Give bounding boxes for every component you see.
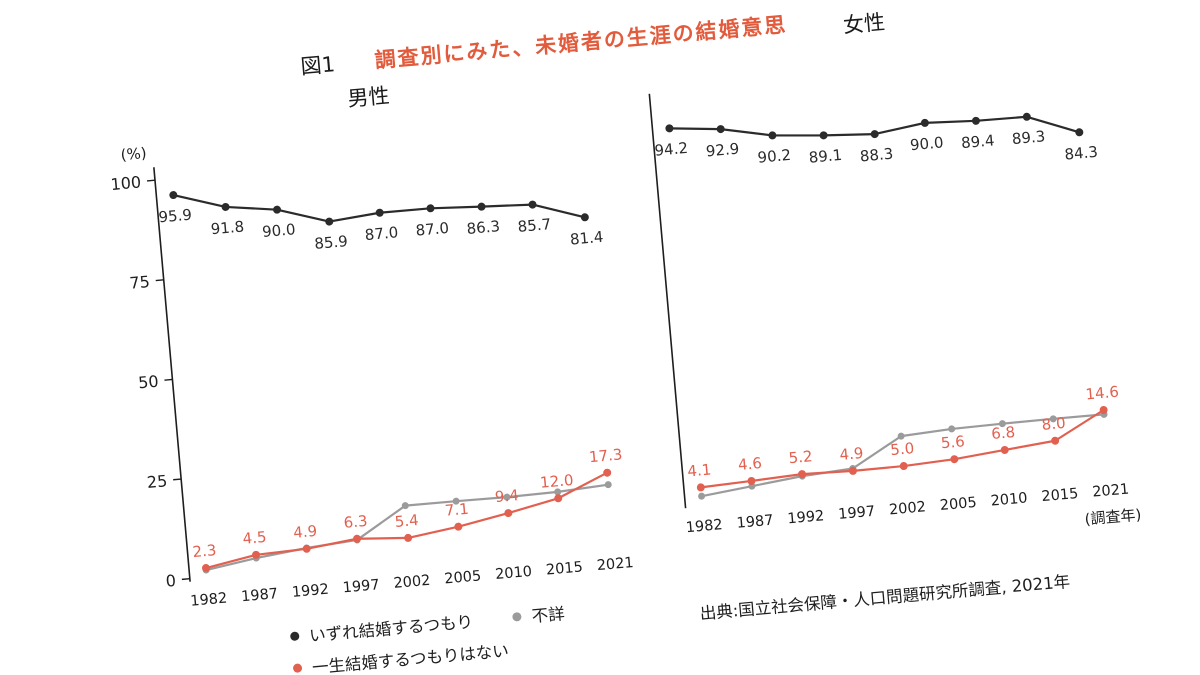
- svg-text:17.3: 17.3: [588, 445, 623, 466]
- svg-text:25: 25: [146, 471, 168, 492]
- svg-text:6.3: 6.3: [343, 512, 368, 532]
- svg-text:87.0: 87.0: [415, 219, 450, 240]
- legend-dot-gray-icon: [512, 611, 523, 622]
- svg-text:4.9: 4.9: [293, 522, 318, 542]
- svg-text:100: 100: [110, 172, 142, 194]
- svg-text:85.7: 85.7: [517, 215, 552, 236]
- svg-text:90.2: 90.2: [757, 146, 792, 167]
- svg-text:5.6: 5.6: [940, 432, 965, 452]
- svg-text:1992: 1992: [291, 582, 329, 601]
- svg-text:88.3: 88.3: [859, 145, 894, 166]
- svg-text:2010: 2010: [495, 564, 533, 583]
- svg-text:89.3: 89.3: [1011, 127, 1046, 148]
- svg-text:5.4: 5.4: [394, 511, 419, 531]
- legend-dot-red-icon: [292, 662, 303, 673]
- svg-text:7.1: 7.1: [444, 500, 469, 520]
- men-line-chart: 100 75 50 25 0 (%) 1982 1987 1992 1997 2002 2005 201…: [110, 144, 634, 610]
- svg-text:8.0: 8.0: [1041, 414, 1066, 434]
- svg-text:89.4: 89.4: [960, 131, 995, 152]
- svg-text:2021: 2021: [596, 555, 634, 574]
- svg-text:1997: 1997: [342, 577, 380, 596]
- svg-text:5.0: 5.0: [890, 439, 915, 459]
- figure-number: 図1: [299, 52, 336, 80]
- svg-text:90.0: 90.0: [261, 220, 296, 241]
- svg-text:1987: 1987: [736, 513, 774, 532]
- svg-text:(調査年): (調査年): [1084, 506, 1142, 529]
- svg-text:(%): (%): [120, 144, 147, 164]
- svg-text:1987: 1987: [241, 586, 279, 605]
- svg-text:1982: 1982: [190, 591, 228, 610]
- svg-text:1997: 1997: [838, 504, 876, 523]
- svg-text:84.3: 84.3: [1064, 143, 1099, 164]
- svg-text:5.2: 5.2: [788, 447, 813, 467]
- svg-text:90.0: 90.0: [909, 133, 944, 154]
- svg-text:94.2: 94.2: [654, 139, 689, 160]
- chart-panel-women: 女性 1982 1987 1992 1997 2002 2005 2010 2015 2021(…: [599, 0, 1147, 608]
- tilted-figure: 図1 調査別にみた、未婚者の生涯の結婚意思 男性 100 75 50 25 0 (%) 19…: [4, 0, 1196, 675]
- chart-panel-men: 男性 100 75 50 25 0 (%) 1982 1987 1992 1997 2002 2005…: [103, 62, 651, 675]
- svg-text:86.3: 86.3: [466, 217, 501, 238]
- legend-item-unknown: 不詳: [512, 600, 566, 628]
- svg-text:85.9: 85.9: [314, 232, 349, 253]
- legend-label-unknown: 不詳: [530, 604, 566, 626]
- women-line-chart: 1982 1987 1992 1997 2002 2005 2010 2015 2021 (調査年…: [648, 93, 1142, 536]
- svg-text:4.5: 4.5: [242, 528, 267, 548]
- svg-text:4.6: 4.6: [737, 454, 762, 474]
- svg-text:2002: 2002: [393, 573, 431, 592]
- svg-text:14.6: 14.6: [1085, 383, 1120, 404]
- legend-dot-black-icon: [289, 630, 300, 641]
- svg-text:12.0: 12.0: [539, 471, 574, 492]
- svg-text:1992: 1992: [787, 508, 825, 527]
- svg-text:4.9: 4.9: [839, 444, 864, 464]
- svg-text:2005: 2005: [939, 495, 977, 514]
- svg-text:4.1: 4.1: [687, 460, 712, 480]
- svg-text:1982: 1982: [685, 517, 723, 536]
- svg-text:87.0: 87.0: [364, 223, 399, 244]
- svg-text:2015: 2015: [1041, 486, 1079, 505]
- svg-text:2010: 2010: [990, 490, 1028, 509]
- svg-text:2005: 2005: [444, 568, 482, 587]
- svg-text:2021: 2021: [1092, 482, 1130, 501]
- svg-text:75: 75: [129, 272, 151, 293]
- svg-text:95.9: 95.9: [158, 206, 193, 227]
- svg-text:81.4: 81.4: [569, 228, 604, 249]
- svg-text:91.8: 91.8: [210, 217, 245, 238]
- svg-text:89.1: 89.1: [808, 146, 843, 167]
- svg-text:92.9: 92.9: [705, 140, 740, 161]
- svg-text:50: 50: [137, 372, 159, 393]
- svg-text:9.4: 9.4: [494, 486, 519, 506]
- svg-text:6.8: 6.8: [991, 423, 1016, 443]
- svg-text:2015: 2015: [545, 559, 583, 578]
- svg-text:2.3: 2.3: [192, 541, 217, 561]
- svg-text:0: 0: [165, 571, 177, 591]
- svg-text:2002: 2002: [888, 499, 926, 518]
